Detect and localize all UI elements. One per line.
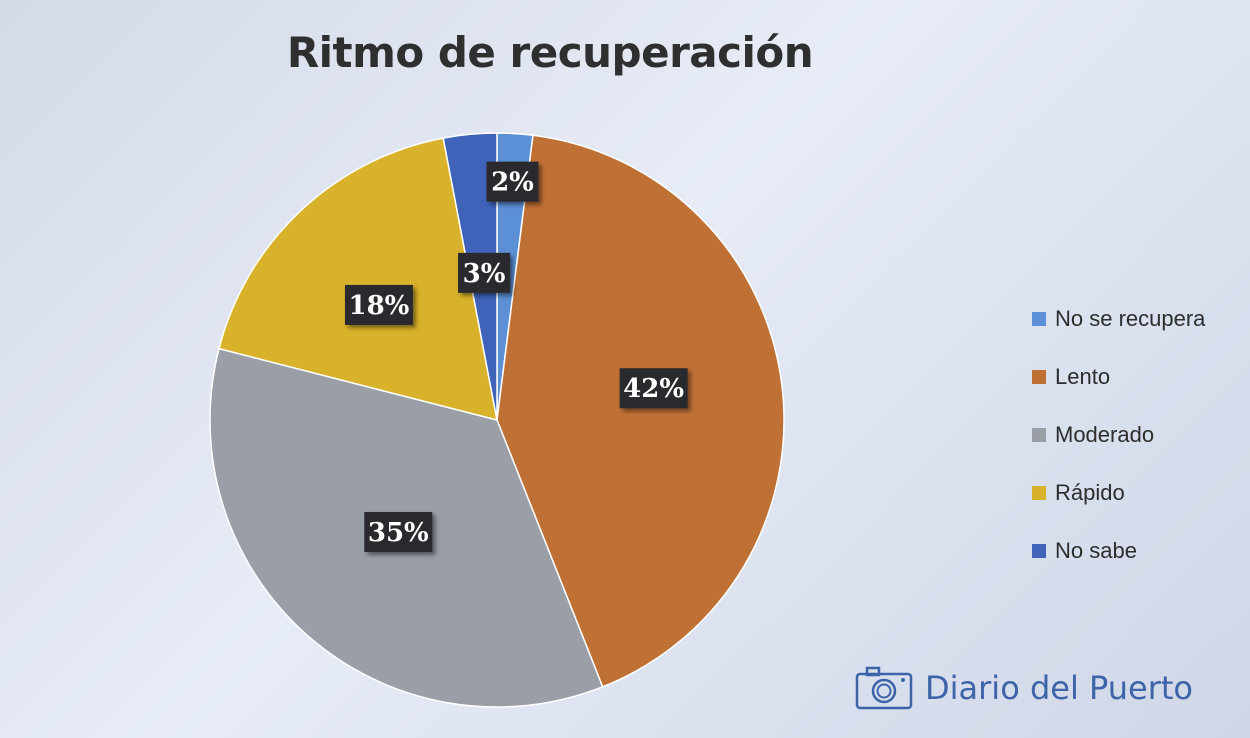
legend-label: Lento: [1055, 364, 1111, 389]
data-label: 3%: [458, 252, 511, 293]
data-label-box: [619, 368, 688, 409]
data-label-box: [364, 511, 433, 552]
data-label-text: 3%: [463, 259, 506, 289]
legend-item: Lento: [1032, 348, 1242, 406]
data-label: 18%: [344, 284, 413, 325]
chart-legend: No se recupera Lento Moderado Rápido No sabe: [1032, 290, 1242, 580]
legend-label: Moderado: [1055, 422, 1155, 447]
legend-item: Moderado: [1032, 406, 1242, 464]
data-label: 2%: [486, 161, 539, 202]
pie-slice-rápido: [218, 137, 498, 422]
legend-item: No sabe: [1032, 522, 1242, 580]
camera-icon: [855, 666, 913, 710]
legend-item: No se recupera: [1032, 290, 1242, 348]
legend-swatch: [1032, 544, 1046, 558]
watermark-text: Diario del Puerto: [925, 669, 1193, 707]
data-label-text: 42%: [623, 374, 684, 404]
data-label-text: 2%: [491, 168, 534, 198]
legend-swatch: [1032, 486, 1046, 500]
watermark: Diario del Puerto: [855, 662, 1193, 714]
legend-label: No sabe: [1055, 538, 1137, 563]
data-label: 35%: [364, 511, 433, 552]
chart-title: Ritmo de recuperación: [286, 28, 814, 77]
data-label-box: [344, 284, 413, 325]
data-label-box: [486, 161, 539, 202]
data-label-text: 35%: [368, 518, 429, 548]
data-label-text: 18%: [348, 291, 409, 321]
legend-label: Rápido: [1055, 480, 1125, 505]
legend-swatch: [1032, 428, 1046, 442]
pie-slice-lento: [496, 134, 785, 688]
legend-swatch: [1032, 370, 1046, 384]
data-label-box: [458, 252, 511, 293]
legend-swatch: [1032, 312, 1046, 326]
data-label: 42%: [619, 368, 688, 409]
legend-item: Rápido: [1032, 464, 1242, 522]
legend-label: No se recupera: [1055, 306, 1206, 331]
